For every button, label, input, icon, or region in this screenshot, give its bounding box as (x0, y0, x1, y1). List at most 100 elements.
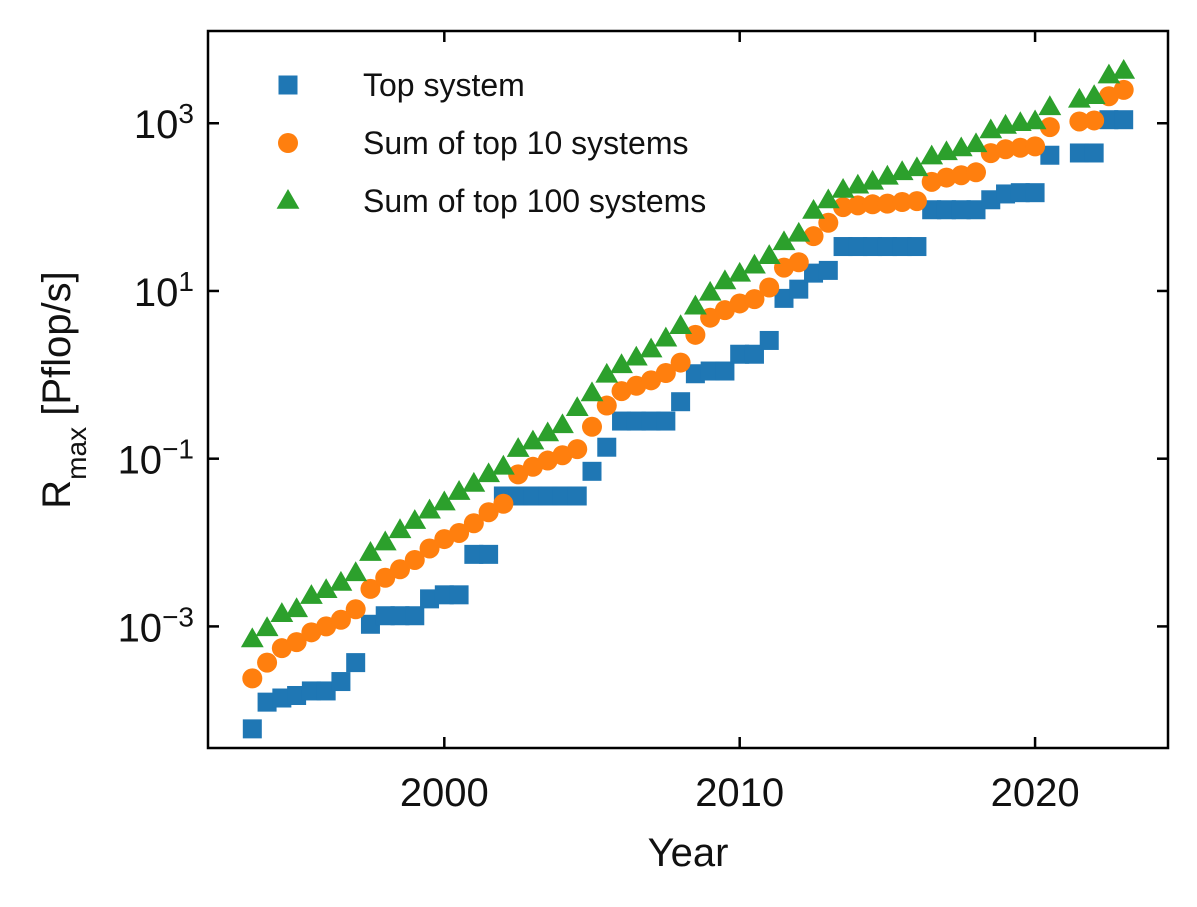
data-point-triangle (610, 353, 633, 374)
data-point-square (966, 200, 986, 220)
data-point-circle (685, 324, 706, 345)
data-point-square (936, 200, 956, 220)
data-point-square (1114, 110, 1134, 130)
data-series (240, 58, 1136, 739)
data-point-square (405, 606, 425, 626)
data-point-triangle (964, 132, 988, 153)
data-point-square (996, 184, 1016, 204)
data-point-circle (375, 567, 396, 588)
data-point-triangle (816, 188, 840, 209)
data-point-triangle (565, 396, 589, 416)
data-point-triangle (418, 498, 441, 519)
data-point-square (671, 392, 691, 412)
legend-marker-circle (278, 133, 298, 153)
data-point-triangle (359, 541, 382, 561)
data-point-square (420, 589, 440, 609)
data-point-triangle (802, 198, 825, 219)
data-point-triangle (639, 337, 663, 358)
data-point-triangle (1112, 58, 1136, 79)
data-point-triangle (240, 627, 264, 648)
data-point-square (523, 486, 543, 506)
data-point-square (1040, 145, 1060, 165)
data-point-triangle (477, 462, 501, 483)
data-point-square (759, 330, 779, 350)
x-tick-label: 2000 (400, 771, 489, 815)
y-tick-exponent: 1 (178, 265, 194, 296)
y-tick-base: 10 (118, 439, 163, 483)
data-point-square (287, 685, 307, 705)
data-point-circle (1010, 137, 1031, 158)
legend-label: Sum of top 10 systems (363, 125, 688, 161)
data-point-square (316, 681, 336, 701)
legend: Top system Sum of top 10 systems Sum of to… (276, 67, 706, 219)
x-axis-title: Year (648, 831, 729, 875)
data-point-circle (286, 632, 307, 653)
y-tick-label: 103 (134, 98, 194, 148)
y-axis-title-main: R (35, 480, 79, 509)
data-point-triangle (373, 530, 397, 551)
data-point-triangle (624, 345, 648, 366)
data-point-triangle (595, 362, 619, 383)
y-tick-exponent: −3 (162, 601, 194, 632)
y-tick-base: 10 (134, 103, 179, 147)
data-point-triangle (683, 294, 707, 315)
y-tick-label: 10−1 (118, 433, 194, 483)
data-point-triangle (713, 269, 737, 290)
y-tick-base: 10 (118, 606, 163, 650)
data-point-circle (906, 191, 927, 212)
data-point-triangle (521, 429, 545, 450)
data-point-square (272, 688, 292, 708)
data-point-square (922, 200, 942, 220)
data-point-square (1069, 143, 1089, 163)
data-point-square (641, 411, 661, 431)
data-point-square (301, 681, 321, 701)
data-point-triangle (447, 480, 471, 500)
data-point-circle (1025, 136, 1046, 157)
data-point-triangle (491, 454, 515, 475)
data-point-square (538, 486, 558, 506)
data-point-square (744, 344, 764, 364)
data-point-circle (330, 609, 351, 630)
data-point-square (730, 344, 750, 364)
data-point-triangle (551, 413, 574, 434)
data-point-triangle (506, 437, 530, 457)
legend-label: Sum of top 100 systems (363, 183, 706, 219)
data-point-triangle (255, 616, 279, 637)
data-point-triangle (344, 561, 368, 582)
data-point-square (700, 361, 720, 381)
data-point-square (804, 263, 824, 283)
data-point-triangle (285, 597, 309, 618)
data-point-triangle (669, 314, 693, 335)
data-point-square (774, 288, 794, 308)
legend-item: Top system (278, 67, 525, 103)
y-axis-title: Rmax [Pflop/s] (35, 271, 92, 508)
data-point-circle (877, 193, 898, 214)
data-point-square (877, 237, 897, 257)
data-point-square (685, 364, 705, 384)
y-axis-label: Rmax [Pflop/s] (35, 271, 92, 508)
data-point-square (1025, 183, 1045, 203)
data-point-square (1084, 143, 1104, 163)
data-point-square (789, 279, 809, 299)
data-point-triangle (905, 156, 929, 177)
data-point-circle (257, 652, 278, 673)
data-point-square (1010, 183, 1030, 203)
data-point-circle (242, 668, 263, 689)
data-point-square (479, 544, 499, 564)
data-point-triangle (329, 570, 353, 591)
data-point-circle (833, 197, 854, 218)
series-square (242, 110, 1134, 739)
data-point-square (1099, 110, 1119, 130)
data-point-circle (744, 289, 765, 310)
data-point-square (375, 606, 395, 626)
data-point-square (464, 544, 484, 564)
data-point-circle (641, 370, 662, 391)
data-point-square (892, 237, 912, 257)
data-point-square (331, 672, 351, 692)
data-point-circle (419, 538, 440, 559)
data-point-square (508, 486, 528, 506)
data-point-triangle (654, 326, 678, 347)
data-point-triangle (698, 280, 722, 301)
